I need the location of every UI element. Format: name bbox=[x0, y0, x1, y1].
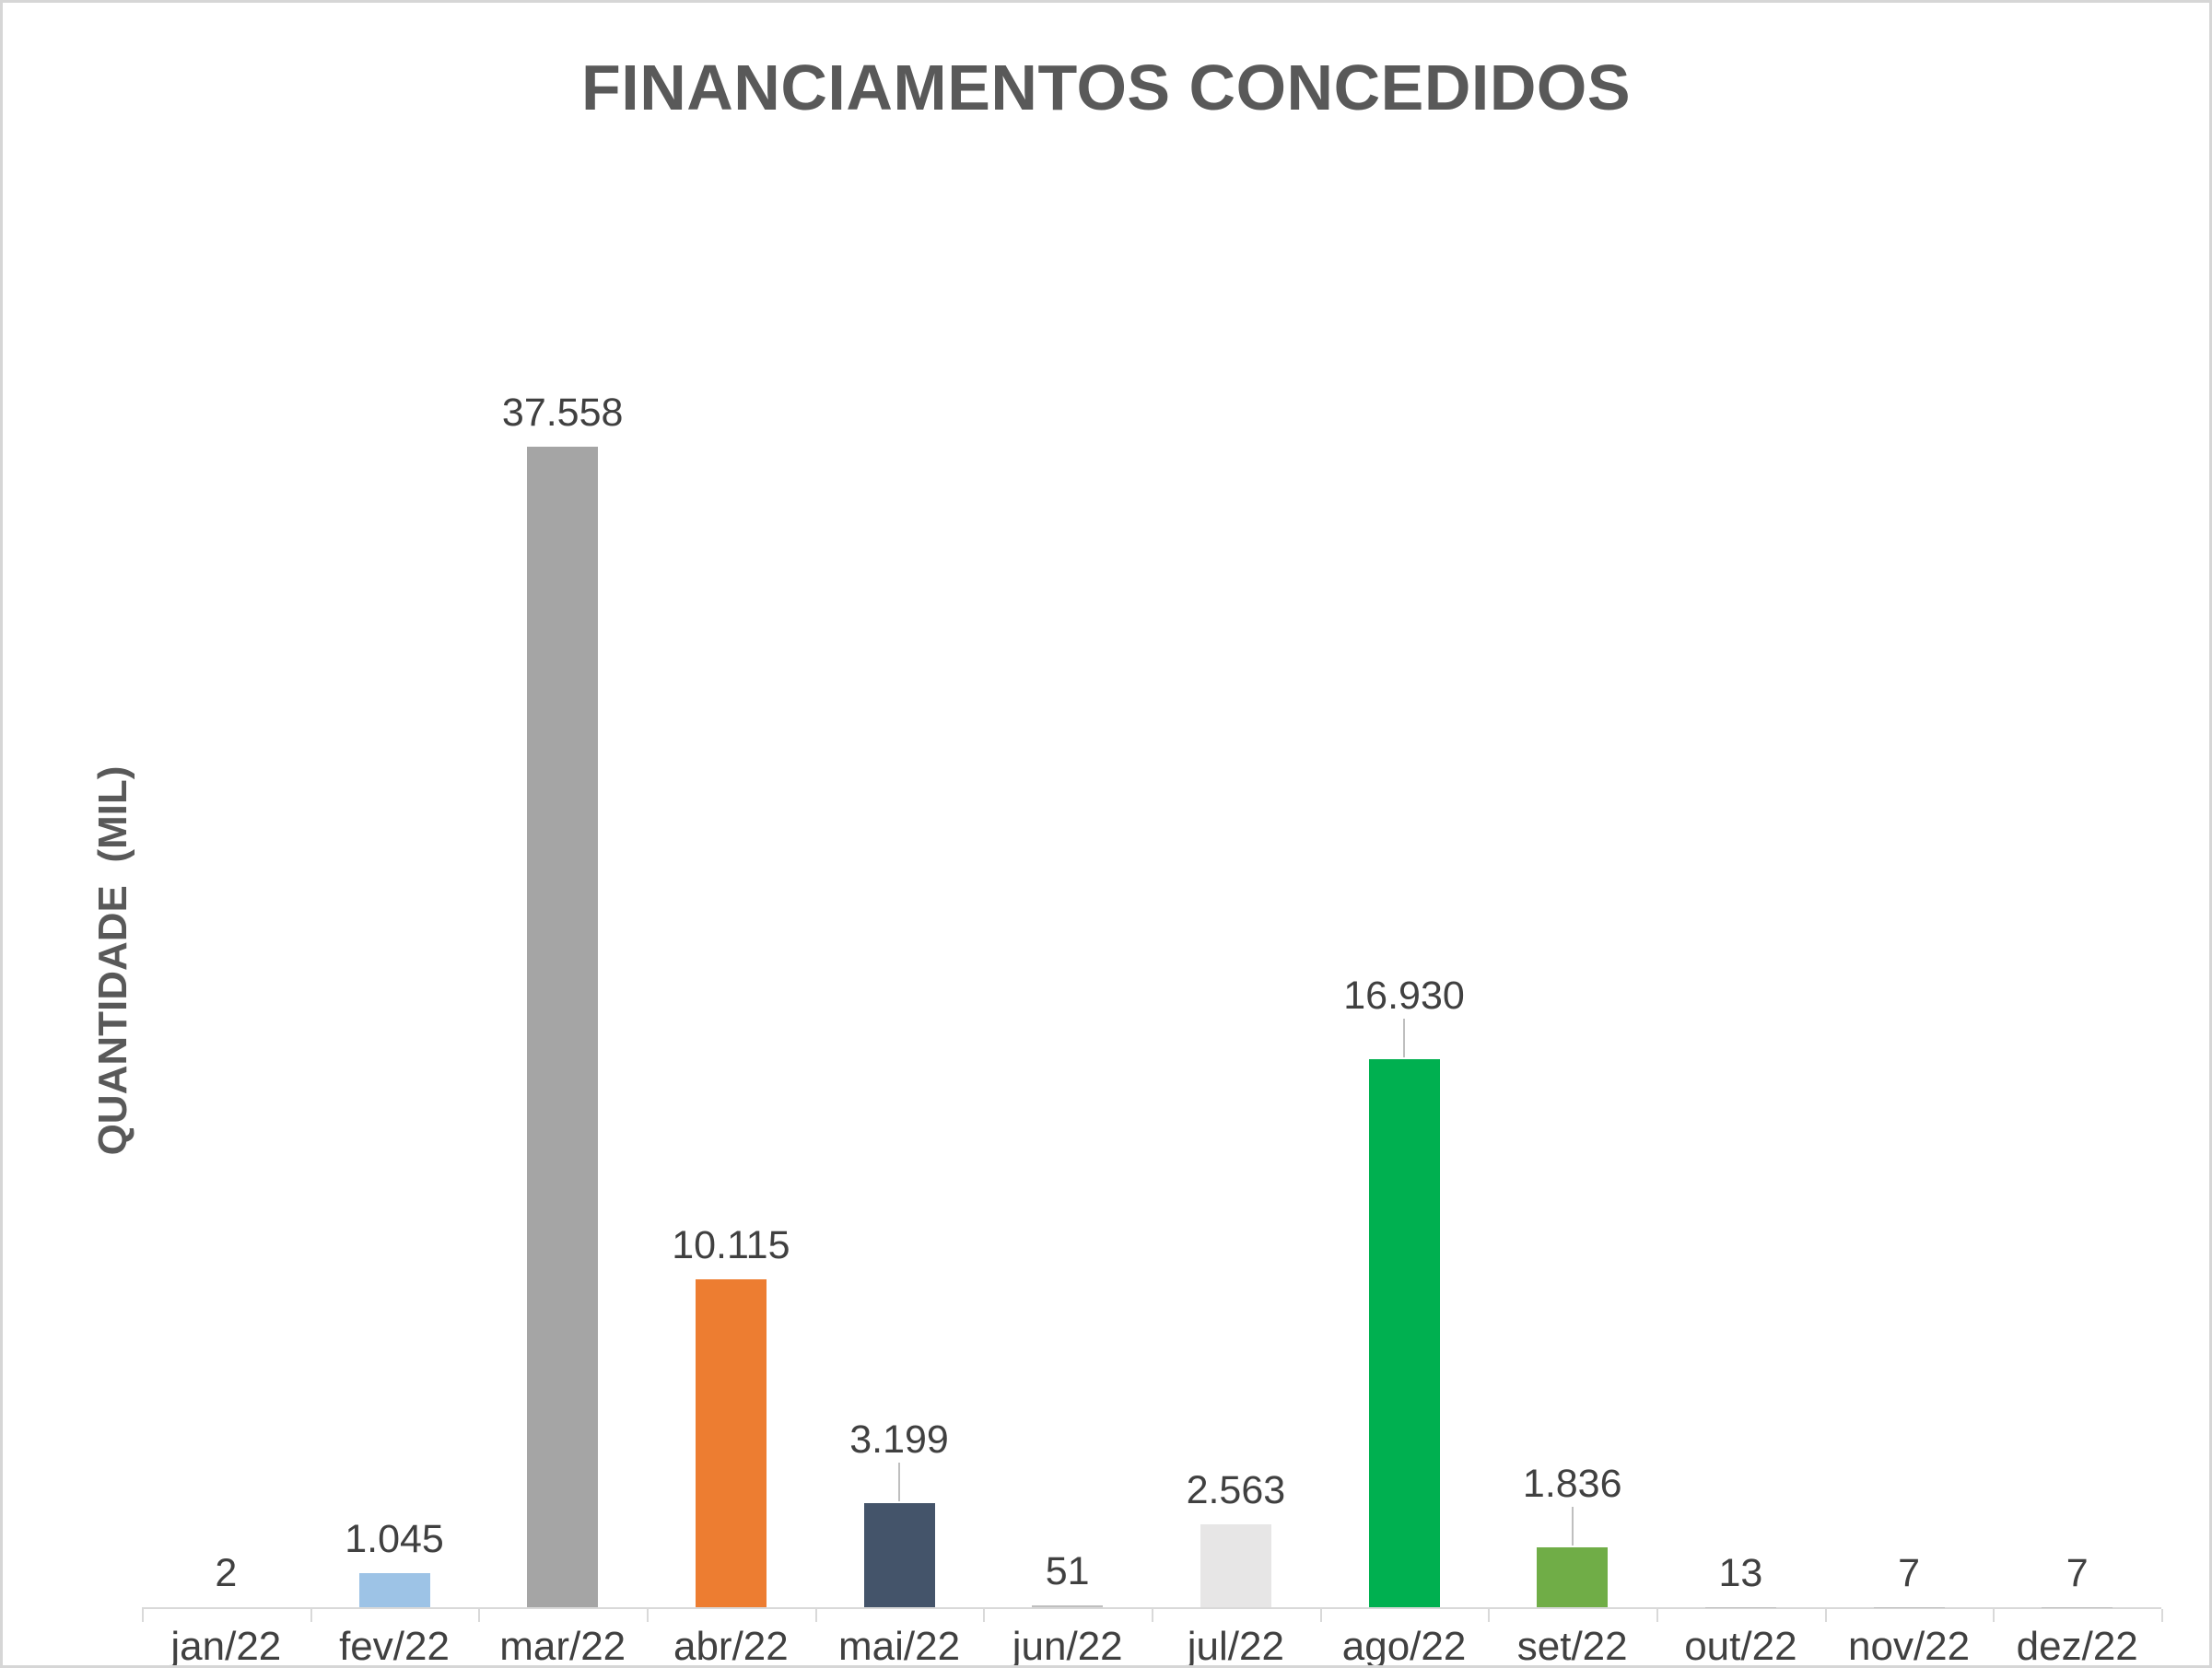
y-axis-title: QUANTIDADE (MIL) bbox=[90, 765, 135, 1156]
leader-line bbox=[1571, 1507, 1574, 1546]
axis-tick bbox=[1824, 1609, 1827, 1622]
data-label: 37.558 bbox=[501, 391, 624, 435]
bar bbox=[1368, 1058, 1440, 1607]
axis-tick bbox=[1488, 1609, 1491, 1622]
bar bbox=[863, 1503, 935, 1607]
bar-slot-dez-22: 7 bbox=[1993, 391, 2161, 1607]
axis-tick bbox=[310, 1609, 312, 1622]
plot-area: 2 1.045 37.558 10.115 3.199 51 2.563 16.930 1.83… bbox=[142, 391, 2161, 1609]
x-axis-label: jul/22 bbox=[1187, 1624, 1284, 1668]
data-label: 13 bbox=[1718, 1550, 1763, 1595]
x-axis-label: fev/22 bbox=[339, 1624, 450, 1668]
bar-slot-nov-22: 7 bbox=[1825, 391, 1994, 1607]
bar-slot-abr-22: 10.115 bbox=[647, 391, 815, 1607]
bar bbox=[1032, 1605, 1104, 1607]
chart-title: FINANCIAMENTOS CONCEDIDOS bbox=[580, 52, 1632, 123]
bar bbox=[358, 1573, 430, 1607]
x-axis-label: mai/22 bbox=[837, 1624, 961, 1668]
bar bbox=[1537, 1547, 1609, 1607]
bar-slot-jun-22: 51 bbox=[983, 391, 1152, 1607]
axis-tick bbox=[1152, 1609, 1153, 1622]
data-label: 7 bbox=[2066, 1550, 2089, 1595]
axis-tick bbox=[1993, 1609, 1995, 1622]
data-label: 10.115 bbox=[672, 1223, 790, 1268]
x-axis-label: dez/22 bbox=[2016, 1624, 2138, 1668]
bar-slot-mar-22: 37.558 bbox=[478, 391, 647, 1607]
bar-slot-jan-22: 2 bbox=[142, 391, 310, 1607]
axis-tick bbox=[1656, 1609, 1658, 1622]
x-axis-label: jan/22 bbox=[170, 1624, 282, 1668]
x-axis: jan/22 fev/22 mar/22 abr/22 mai/22 jun/22 jul/… bbox=[142, 1609, 2163, 1668]
bar bbox=[695, 1279, 767, 1607]
x-axis-label: set/22 bbox=[1516, 1624, 1628, 1668]
x-axis-label: ago/22 bbox=[1341, 1624, 1467, 1668]
bar-slot-mai-22: 3.199 bbox=[815, 391, 984, 1607]
data-label: 1.836 bbox=[1522, 1462, 1622, 1507]
bar-slot-set-22: 1.836 bbox=[1488, 391, 1656, 1607]
x-axis-label: mar/22 bbox=[499, 1624, 626, 1668]
leader-line bbox=[898, 1463, 901, 1502]
bar bbox=[527, 447, 599, 1607]
data-label: 7 bbox=[1898, 1550, 1921, 1595]
axis-tick bbox=[478, 1609, 481, 1622]
bar-slot-out-22: 13 bbox=[1656, 391, 1825, 1607]
axis-tick bbox=[2161, 1609, 2163, 1622]
data-label: 51 bbox=[1045, 1549, 1090, 1594]
x-axis-label: out/22 bbox=[1684, 1624, 1797, 1668]
axis-tick bbox=[814, 1609, 817, 1622]
bar bbox=[1200, 1523, 1271, 1607]
data-label: 16.930 bbox=[1343, 973, 1465, 1018]
axis-tick bbox=[1319, 1609, 1322, 1622]
bar-slot-fev-22: 1.045 bbox=[310, 391, 479, 1607]
x-axis-label: nov/22 bbox=[1848, 1624, 1971, 1668]
bar-slot-ago-22: 16.930 bbox=[1320, 391, 1489, 1607]
axis-tick bbox=[983, 1609, 986, 1622]
bar-slot-jul-22: 2.563 bbox=[1152, 391, 1320, 1607]
x-axis-label: jun/22 bbox=[1012, 1624, 1123, 1668]
data-label: 2 bbox=[215, 1550, 238, 1595]
data-label: 1.045 bbox=[345, 1517, 444, 1562]
axis-tick bbox=[647, 1609, 649, 1622]
data-label: 3.199 bbox=[849, 1417, 949, 1463]
axis-tick bbox=[142, 1609, 144, 1622]
data-label: 2.563 bbox=[1186, 1467, 1286, 1512]
x-axis-label: abr/22 bbox=[673, 1624, 789, 1668]
leader-line bbox=[1403, 1018, 1406, 1057]
